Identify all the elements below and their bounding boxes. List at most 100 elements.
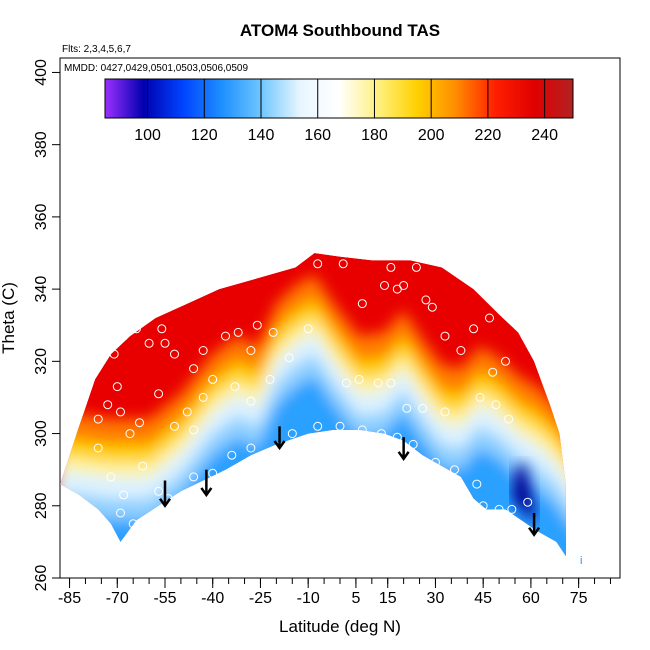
field-cold-core <box>511 462 538 524</box>
obs-marker <box>313 421 323 431</box>
colorbar: 100 120 140 160 180 200 220 240 <box>104 78 574 144</box>
x-axis-label: Latitude (deg N) <box>279 617 401 636</box>
obs-marker <box>93 414 103 424</box>
obs-marker <box>208 374 218 384</box>
colorbar-tick-label: 160 <box>304 127 331 144</box>
obs-marker <box>313 259 323 269</box>
obs-marker <box>144 338 154 348</box>
obs-marker <box>408 439 418 449</box>
obs-marker <box>411 262 421 272</box>
y-tick-label: 380 <box>33 131 50 158</box>
obs-marker <box>357 425 367 435</box>
flights-note: Flts: 2,3,4,5,6,7 <box>62 44 131 55</box>
y-tick-label: 400 <box>33 59 50 86</box>
colorbar-tick-label: 200 <box>418 127 445 144</box>
obs-marker <box>211 476 221 485</box>
colorbar-tick-label: 240 <box>531 127 558 144</box>
x-tick-label: 5 <box>351 590 360 607</box>
obs-marker <box>227 450 237 460</box>
obs-marker <box>338 259 348 269</box>
obs-marker <box>173 494 183 504</box>
obs-marker <box>386 378 396 388</box>
obs-marker <box>427 302 437 312</box>
x-tick-label: 75 <box>570 590 588 607</box>
obs-marker <box>208 468 218 478</box>
obs-marker <box>198 346 208 355</box>
obs-marker <box>230 382 240 392</box>
y-tick-label: 320 <box>33 348 50 375</box>
obs-marker <box>103 400 113 410</box>
obs-marker <box>513 320 523 330</box>
obs-marker <box>246 443 256 453</box>
obs-marker <box>523 497 533 507</box>
obs-marker <box>106 472 116 482</box>
obs-marker <box>399 281 409 290</box>
obs-marker <box>491 400 501 410</box>
obs-marker <box>87 356 97 366</box>
obs-marker <box>354 374 364 384</box>
obs-marker <box>128 519 138 529</box>
y-axis-label: Theta (C) <box>0 282 18 354</box>
obs-marker <box>119 490 129 500</box>
wind-arrows <box>158 426 541 537</box>
obs-marker <box>456 346 466 355</box>
x-axis: -85 -70 -55 -40 -25 -10 5 15 30 45 60 75 <box>58 578 611 607</box>
colorbar-tick-label: 120 <box>191 127 218 144</box>
obs-marker <box>246 346 256 355</box>
obs-marker <box>440 331 450 341</box>
obs-marker <box>376 429 386 439</box>
obs-marker <box>160 338 170 348</box>
y-tick-label: 360 <box>33 203 50 230</box>
obs-marker <box>478 501 488 511</box>
x-tick-label: 15 <box>379 590 397 607</box>
obs-marker <box>287 429 297 439</box>
obs-marker <box>198 392 208 402</box>
obs-marker <box>392 432 402 442</box>
obs-marker <box>440 407 450 417</box>
obs-marker <box>402 403 412 413</box>
obs-marker <box>154 486 164 496</box>
dates-note: MMDD: 0427,0429,0501,0503,0506,0509 <box>64 63 248 74</box>
obs-marker <box>116 508 125 518</box>
obs-marker <box>246 396 256 406</box>
obs-marker <box>252 320 262 330</box>
obs-marker <box>179 295 189 305</box>
obs-marker <box>119 331 129 341</box>
obs-marker <box>380 281 389 290</box>
obs-marker <box>93 443 103 453</box>
obs-marker <box>157 324 167 334</box>
obs-marker <box>488 367 498 377</box>
obs-marker <box>189 364 199 374</box>
obs-marker <box>131 324 141 334</box>
colorbar-tick-label: 220 <box>475 127 502 144</box>
wind-arrow <box>158 480 172 508</box>
obs-marker <box>268 327 278 337</box>
obs-marker <box>504 414 514 424</box>
obs-marker <box>138 309 148 319</box>
y-tick-label: 260 <box>33 565 50 592</box>
obs-marker <box>189 472 199 482</box>
wind-arrow <box>528 513 541 537</box>
x-tick-label: -40 <box>201 590 224 607</box>
obs-marker <box>501 356 510 366</box>
obs-marker <box>233 327 243 337</box>
colorbar-tick-label: 140 <box>248 127 275 144</box>
x-tick-label: 45 <box>474 590 492 607</box>
colorbar-body <box>104 78 574 119</box>
obs-marker <box>494 504 504 514</box>
x-tick-label: -55 <box>153 590 176 607</box>
obs-marker <box>221 331 230 341</box>
wind-arrow <box>397 437 410 461</box>
obs-marker <box>182 407 192 417</box>
obs-marker <box>125 429 135 439</box>
colorbar-tick-label: 180 <box>361 127 388 144</box>
tas-field <box>60 253 566 557</box>
obs-marker <box>284 353 294 363</box>
y-tick-label: 340 <box>33 276 50 303</box>
wind-arrow <box>273 426 286 451</box>
obs-marker <box>520 327 529 337</box>
y-axis: 260 280 300 320 340 360 380 400 <box>33 59 60 591</box>
obs-marker <box>450 465 459 475</box>
obs-marker <box>265 374 275 384</box>
